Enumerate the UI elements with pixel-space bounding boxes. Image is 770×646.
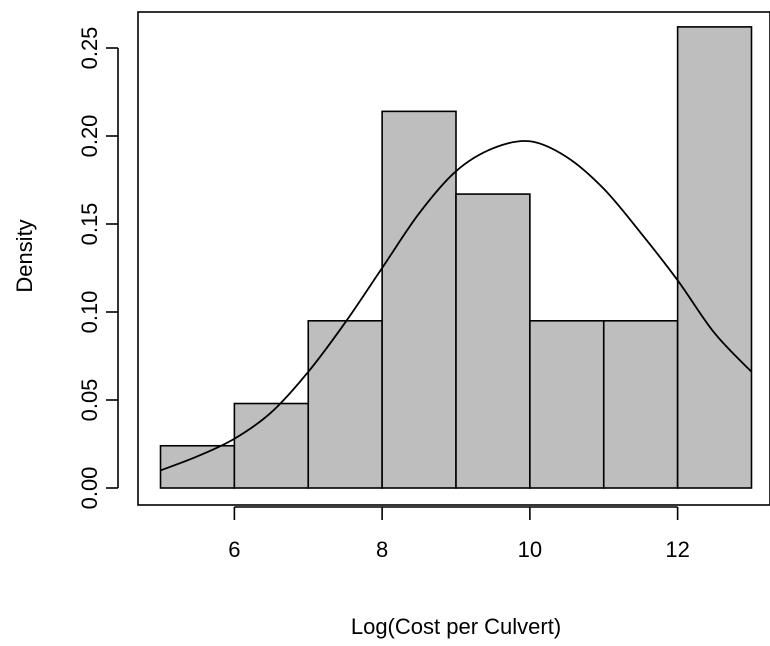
y-tick-label-1: 0.05 <box>77 379 102 422</box>
histogram-bar-2 <box>307 319 383 489</box>
histogram-bar-5 <box>529 319 605 489</box>
histogram-bar-4 <box>455 193 531 489</box>
x-axis: 6 8 10 12 <box>228 506 690 562</box>
y-axis: 0.00 0.05 0.10 0.15 0.20 0.25 <box>77 27 119 510</box>
histogram-bar-0 <box>159 444 236 489</box>
y-tick-label-3: 0.15 <box>77 203 102 246</box>
histogram-bar-6 <box>602 319 679 489</box>
histogram-bar-1 <box>233 402 310 489</box>
curve-layer <box>160 140 753 472</box>
histogram-bar-3 <box>381 110 457 489</box>
y-tick-label-2: 0.10 <box>77 291 102 334</box>
x-tick-label-0: 6 <box>228 537 240 562</box>
y-axis-label: Density <box>12 219 37 292</box>
bars-layer <box>159 26 753 489</box>
x-axis-label: Log(Cost per Culvert) <box>351 614 561 639</box>
x-tick-label-1: 8 <box>376 537 388 562</box>
x-tick-label-3: 12 <box>665 537 689 562</box>
density-curve <box>160 140 753 472</box>
plot-frame <box>137 11 770 506</box>
y-tick-label-4: 0.20 <box>77 115 102 158</box>
y-tick-label-0: 0.00 <box>77 467 102 510</box>
y-tick-label-5: 0.25 <box>77 27 102 70</box>
x-tick-label-2: 10 <box>518 537 542 562</box>
histogram-bar-7 <box>676 26 753 489</box>
